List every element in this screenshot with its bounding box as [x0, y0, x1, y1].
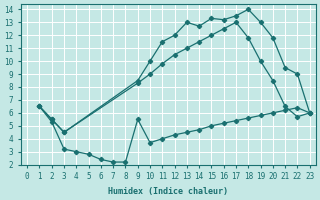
X-axis label: Humidex (Indice chaleur): Humidex (Indice chaleur): [108, 187, 228, 196]
